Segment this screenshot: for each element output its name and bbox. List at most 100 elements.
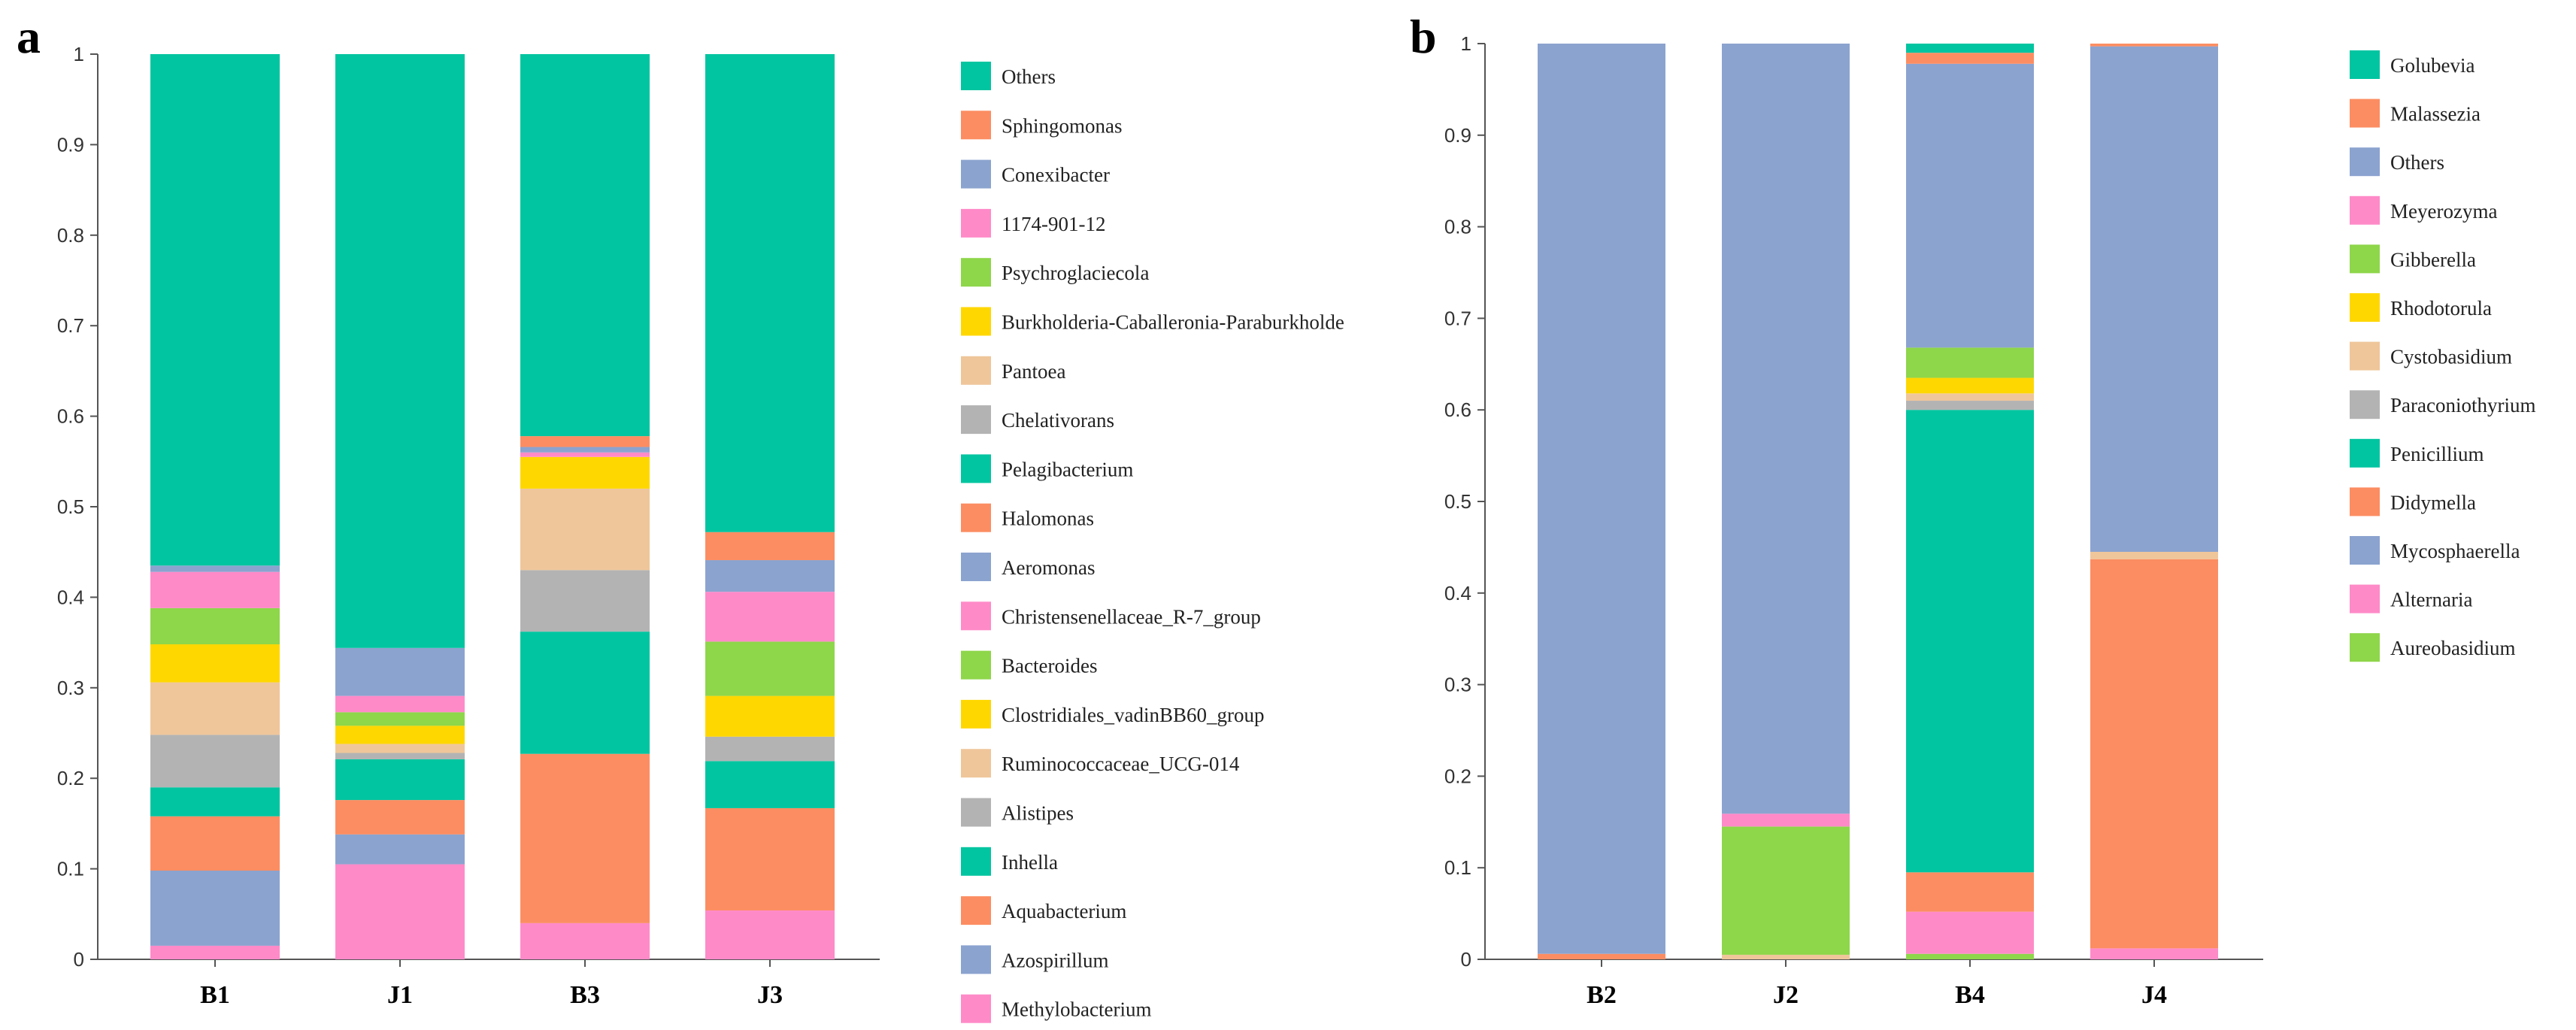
bar-segment [520, 54, 650, 437]
legend-swatch [2350, 390, 2380, 420]
bar-segment [1906, 410, 2034, 873]
bar-segment [705, 736, 835, 762]
legend-item: Bacteroides [961, 650, 1097, 680]
bar-segment [1906, 872, 2034, 912]
legend-label: Pantoea [1002, 360, 1065, 383]
legend-item: Pantoea [961, 356, 1065, 385]
panel-b-chart: b 0 0.1 0.2 0.3 0.4 0.5 0.6 0.7 0.8 0.9 1 B2 J2 B4 J4 Go… [1410, 10, 2535, 1009]
legend-label: Golubevia [2390, 54, 2474, 77]
bar-segment [335, 753, 465, 759]
bar-segment [2090, 551, 2218, 559]
legend-swatch [961, 356, 991, 385]
legend-label: Psychroglaciecola [1002, 262, 1149, 284]
bar-segment [1906, 401, 2034, 410]
bar-segment [520, 452, 650, 457]
legend-swatch [2350, 633, 2380, 662]
y-tick-label: 0.2 [1444, 765, 1471, 787]
bar-segment [1906, 347, 2034, 378]
legend-item: Burkholderia-Caballeronia-Paraburkholde [961, 307, 1344, 336]
legend-label: Rhodotorula [2390, 297, 2492, 320]
y-tick-label: 0.1 [57, 858, 84, 880]
y-tick-label: 0.3 [57, 677, 84, 699]
y-tick-label: 0.5 [1444, 490, 1471, 513]
bar-segment [1906, 377, 2034, 394]
legend-item: Inhella [961, 847, 1058, 876]
y-tick-label: 0 [1461, 948, 1471, 971]
legend-swatch [961, 503, 991, 532]
legend-label: Sphingomonas [1002, 114, 1123, 137]
legend-swatch [2350, 584, 2380, 613]
legend-swatch [961, 896, 991, 925]
bar-segment [520, 753, 650, 923]
legend-swatch [2350, 438, 2380, 468]
legend-swatch [961, 601, 991, 631]
legend-item: Methylobacterium [961, 994, 1151, 1023]
legend-swatch [961, 307, 991, 336]
legend-item: Chelativorans [961, 405, 1114, 435]
y-tick-label: 0.7 [1444, 307, 1471, 329]
y-tick-label: 0.7 [57, 314, 84, 337]
legend-item: Aureobasidium [2350, 633, 2515, 662]
legend-item: Malassezia [2350, 98, 2481, 128]
bar-segment [335, 712, 465, 726]
bar-segment [1722, 44, 1850, 814]
bar-segment [1906, 53, 2034, 64]
legend-item: Paraconiothyrium [2350, 390, 2535, 420]
legend-item: Didymella [2350, 487, 2476, 517]
legend: Others Sphingomonas Conexibacter 1174-901-1… [961, 62, 1344, 1023]
legend-item: Others [2350, 147, 2444, 177]
legend-item: Mycosphaerella [2350, 536, 2520, 565]
y-tick-label: 1 [1461, 32, 1471, 55]
legend-label: 1174-901-12 [1002, 213, 1105, 235]
bar-segment [1722, 826, 1850, 955]
legend-label: Alternaria [2390, 589, 2472, 611]
panel-a-chart: a 0 0.1 0.2 0.3 0.4 0.5 0.6 0.7 0.8 0.9 1 B1 J1 B3 J3 Ot… [17, 10, 1344, 1023]
legend-label: Aquabacterium [1002, 900, 1126, 922]
bar-segment [705, 910, 835, 959]
bar-segment [150, 644, 280, 683]
legend-label: Didymella [2390, 491, 2476, 513]
legend-item: Conexibacter [961, 159, 1110, 189]
legend-label: Aeromonas [1002, 556, 1095, 579]
legend-label: Aureobasidium [2390, 637, 2515, 659]
y-tick-label: 0.4 [1444, 582, 1471, 604]
bar-segment [1906, 63, 2034, 348]
legend-swatch [961, 62, 991, 90]
x-tick-label: B1 [200, 981, 230, 1009]
legend-label: Inhella [1002, 851, 1058, 874]
legend-item: Sphingomonas [961, 111, 1123, 140]
bar-segment [150, 735, 280, 788]
legend-swatch [2350, 50, 2380, 79]
bar-segment [520, 632, 650, 754]
bar-segment [150, 607, 280, 645]
legend-label: Paraconiothyrium [2390, 394, 2535, 417]
x-tick-label: J3 [757, 981, 783, 1009]
legend-item: Penicillium [2350, 438, 2484, 468]
y-tick-label: 0.8 [57, 224, 84, 247]
legend-swatch [961, 405, 991, 435]
y-tick-label: 0.5 [57, 495, 84, 518]
legend-label: Methylobacterium [1002, 998, 1151, 1021]
bar-segment [335, 834, 465, 865]
legend-item: Christensenellaceae_R-7_group [961, 601, 1261, 631]
bar-segment [705, 695, 835, 737]
bar-segment [1538, 44, 1665, 954]
bar-segment [1538, 953, 1665, 959]
y-tick-label: 0.2 [57, 767, 84, 789]
y-tick-label: 0.6 [1444, 398, 1471, 421]
bar-segment [520, 488, 650, 571]
legend-label: Ruminococcaceae_UCG-014 [1002, 753, 1240, 775]
y-tick-label: 0.6 [57, 405, 84, 428]
bar-segment [150, 871, 280, 946]
legend-label: Others [2390, 151, 2444, 174]
bar-segment [1722, 954, 1850, 959]
legend-item: Halomonas [961, 503, 1094, 532]
legend-swatch [961, 553, 991, 581]
legend-swatch [961, 945, 991, 974]
bar-segment [520, 922, 650, 959]
bar-segment [2090, 46, 2218, 552]
legend-label: Cystobasidium [2390, 346, 2512, 368]
legend-item: Golubevia [2350, 50, 2474, 79]
legend-item: Azospirillum [961, 945, 1109, 974]
bar-segment [335, 695, 465, 713]
